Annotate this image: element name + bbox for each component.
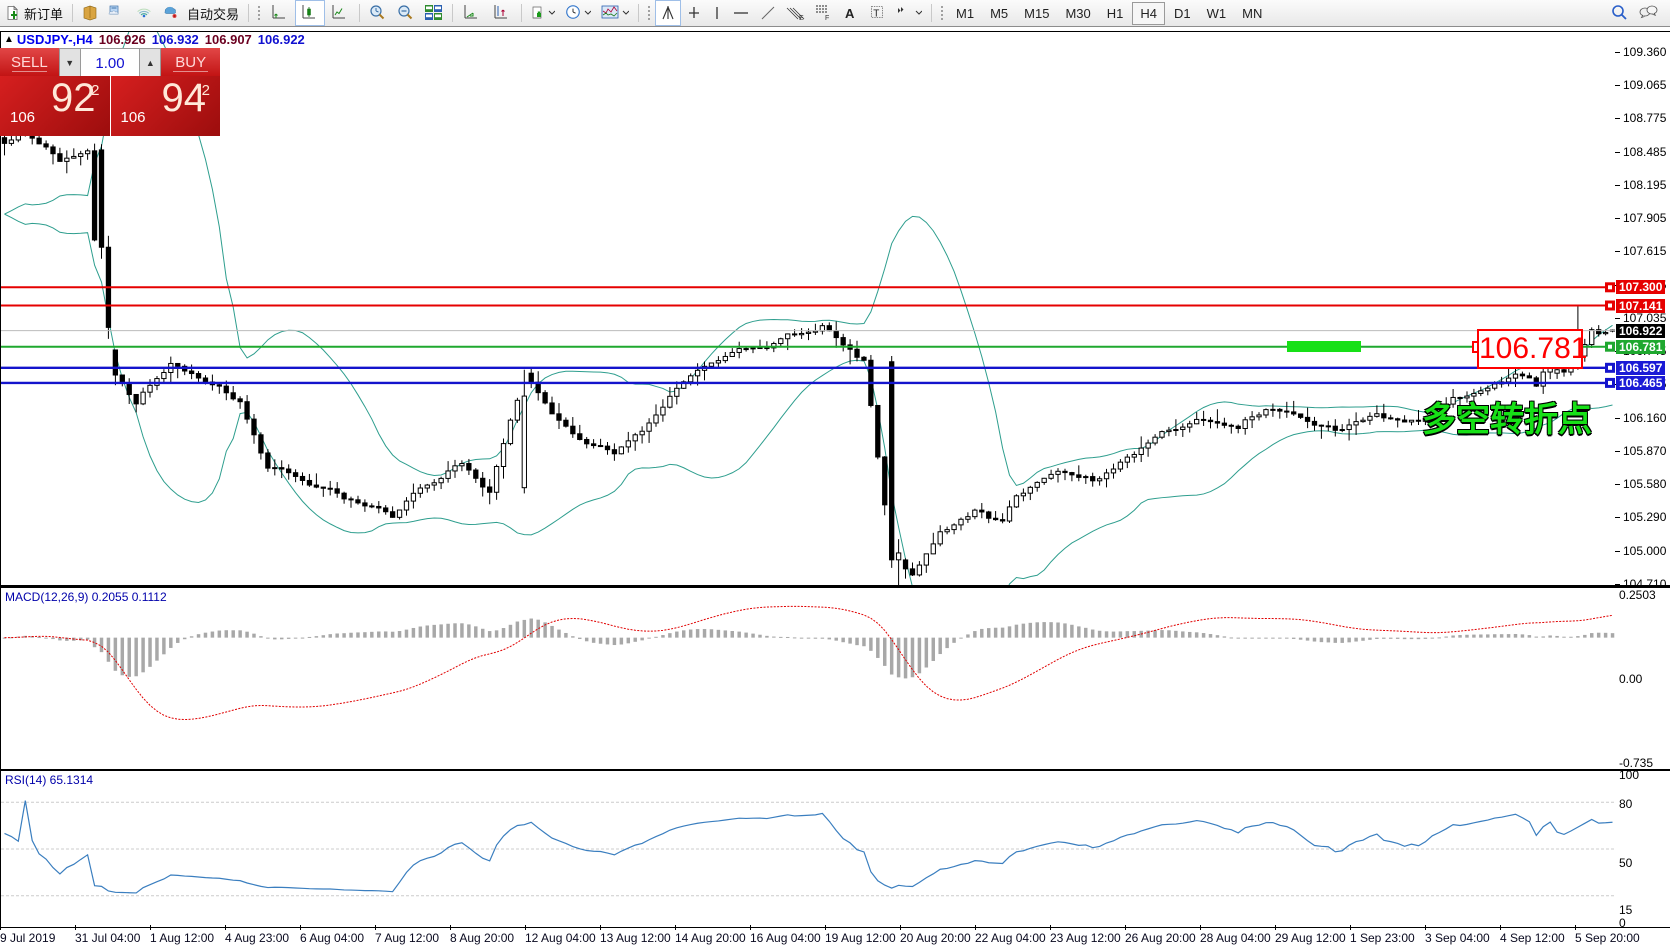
- svg-text:T: T: [873, 9, 879, 20]
- svg-text:E: E: [799, 15, 804, 21]
- svg-text:F: F: [825, 15, 829, 21]
- svg-text:A: A: [845, 6, 855, 21]
